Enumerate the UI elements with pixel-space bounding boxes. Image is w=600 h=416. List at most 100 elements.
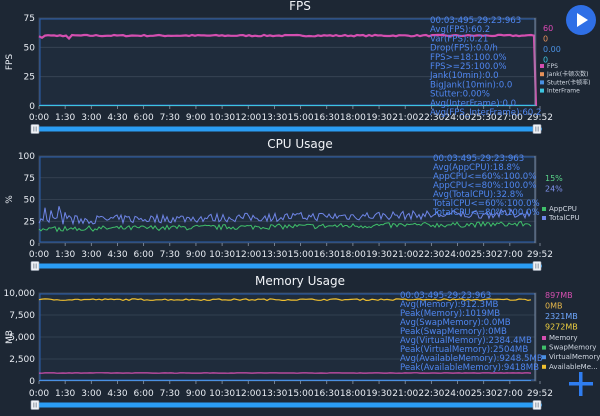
x-tick-label: 19:30: [366, 113, 392, 123]
y-tick-label: 2,500: [9, 355, 35, 365]
time-range-slider[interactable]: [31, 262, 542, 271]
stat-line: TotalCPU<=80%:100.0%: [432, 208, 540, 218]
legend-swatch: [540, 89, 544, 93]
x-tick-label: 4:30: [107, 389, 127, 399]
plus-icon: [567, 370, 595, 398]
x-tick-label: 22:30: [418, 250, 444, 260]
x-tick-label: 1:30: [55, 250, 75, 260]
x-tick-label: 3:00: [81, 389, 101, 399]
time-range-slider[interactable]: [31, 125, 542, 134]
current-value: 60: [543, 24, 553, 33]
x-tick-label: 16:30: [314, 113, 340, 123]
x-tick-label: 4:30: [107, 113, 127, 123]
x-tick-label: 24:00: [445, 250, 471, 260]
x-tick-label: 0:00: [29, 389, 49, 399]
y-tick-label: 0: [29, 239, 35, 249]
x-tick-label: 12:00: [235, 250, 261, 260]
panel-title: CPU Usage: [267, 137, 333, 151]
legend-item: InterFrame: [547, 88, 580, 95]
x-tick-label: 7:30: [160, 389, 180, 399]
play-button[interactable]: [566, 5, 596, 35]
x-tick-label: 13:30: [261, 389, 287, 399]
x-tick-label: 18:00: [340, 113, 366, 123]
x-tick-label: 0:00: [29, 250, 49, 260]
x-tick-label: 21:00: [392, 113, 418, 123]
stat-line: Avg(FPS_InterFrame):60.2: [430, 108, 541, 118]
legend-swatch: [540, 72, 544, 76]
x-tick-label: 3:00: [81, 250, 101, 260]
x-tick-label: 10:30: [209, 250, 235, 260]
panel-title: Memory Usage: [255, 274, 345, 288]
x-tick-label: 18:00: [340, 389, 366, 399]
legend-swatch: [542, 355, 546, 359]
x-tick-label: 13:30: [261, 250, 287, 260]
add-button[interactable]: [567, 370, 595, 398]
current-value: 0MB: [545, 302, 562, 311]
x-tick-label: 15:00: [288, 389, 314, 399]
legend-item: Memory: [549, 334, 577, 342]
slider-handle-end[interactable]: [533, 401, 541, 410]
x-tick-label: 24:00: [445, 389, 471, 399]
current-value: 24%: [545, 185, 563, 194]
slider-handle-end[interactable]: [533, 125, 541, 134]
slider-handle-end[interactable]: [533, 262, 541, 271]
legend-swatch: [542, 346, 546, 350]
slider-track[interactable]: [33, 264, 542, 269]
y-tick-label: 7,500: [9, 311, 35, 321]
slider-track[interactable]: [33, 403, 542, 408]
y-axis-label: FPS: [5, 54, 15, 71]
x-tick-label: 15:00: [288, 250, 314, 260]
x-tick-label: 25:30: [471, 250, 497, 260]
x-tick-label: 18:00: [340, 250, 366, 260]
x-tick-label: 9:00: [186, 389, 206, 399]
x-tick-label: 0:00: [29, 113, 49, 123]
legend-item: Jank(卡顿次数): [546, 70, 588, 78]
x-tick-label: 10:30: [209, 113, 235, 123]
legend-item: AppCPU: [549, 205, 577, 213]
x-tick-label: 19:30: [366, 250, 392, 260]
x-tick-label: 6:00: [134, 113, 154, 123]
x-tick-label: 16:30: [314, 250, 340, 260]
current-value: 9272MB: [545, 323, 578, 332]
y-tick-label: 75: [24, 14, 35, 24]
y-tick-label: 25: [24, 73, 35, 83]
x-tick-label: 21:00: [392, 389, 418, 399]
y-tick-label: 0: [29, 102, 35, 112]
x-tick-label: 16:30: [314, 389, 340, 399]
current-value: 15%: [545, 174, 563, 183]
current-value: 2321MB: [545, 312, 578, 321]
y-axis-label: %: [5, 195, 15, 204]
legend-swatch: [540, 64, 544, 68]
x-tick-label: 7:30: [160, 113, 180, 123]
y-tick-label: 50: [24, 43, 36, 53]
slider-handle-start[interactable]: [31, 401, 39, 410]
current-value: 897MB: [545, 291, 573, 300]
x-tick-label: 12:00: [235, 389, 261, 399]
legend-swatch: [542, 336, 546, 340]
x-tick-label: 6:00: [134, 250, 154, 260]
y-tick-label: 10,000: [4, 289, 36, 299]
legend-swatch: [542, 207, 546, 211]
play-icon: [566, 5, 596, 35]
x-tick-label: 1:30: [55, 389, 75, 399]
y-tick-label: 75: [24, 174, 35, 184]
x-tick-label: 22:30: [418, 389, 444, 399]
time-range-slider[interactable]: [31, 401, 542, 410]
x-tick-label: 9:00: [186, 113, 206, 123]
x-tick-label: 19:30: [366, 389, 392, 399]
slider-handle-start[interactable]: [31, 125, 39, 134]
x-tick-label: 12:00: [235, 113, 261, 123]
slider-handle-start[interactable]: [31, 262, 39, 271]
legend-item: SwapMemory: [549, 344, 596, 352]
legend-swatch: [542, 216, 546, 220]
stat-line: Peak(AvailableMemory):9418MB: [400, 363, 539, 373]
legend-swatch: [540, 80, 544, 84]
slider-track[interactable]: [33, 127, 542, 132]
current-value: 0.00: [543, 45, 561, 54]
legend-item: FPS: [547, 63, 558, 70]
x-tick-label: 10:30: [209, 389, 235, 399]
legend-item: VirtualMemory: [549, 353, 600, 361]
x-tick-label: 6:00: [134, 389, 154, 399]
